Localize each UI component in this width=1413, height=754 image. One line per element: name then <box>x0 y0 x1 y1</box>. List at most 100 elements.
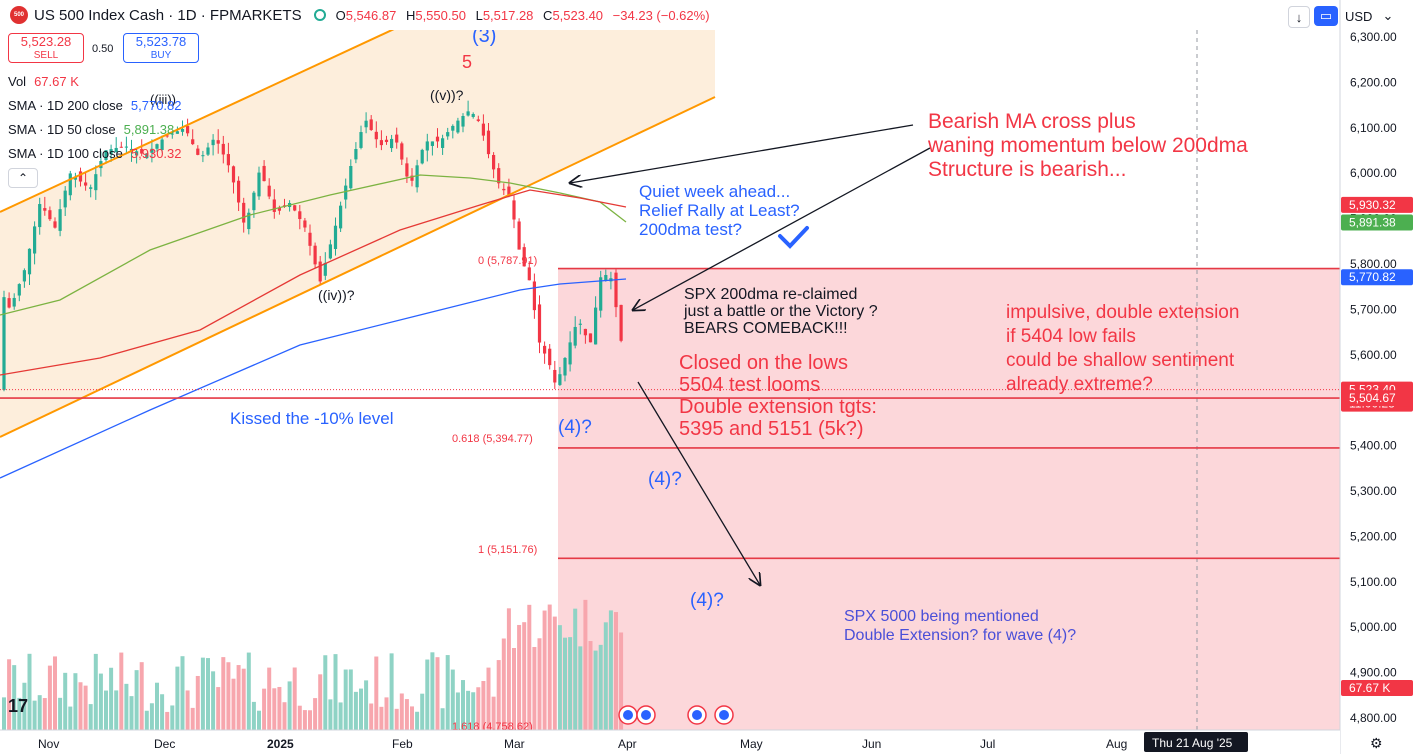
volume-bar <box>481 681 486 730</box>
y-tick-label: 6,100.00 <box>1350 121 1397 135</box>
candles <box>2 100 623 392</box>
crosshair-date-bg <box>1144 732 1248 752</box>
volume-bar <box>517 624 522 730</box>
sell-button[interactable]: 5,523.28 SELL <box>8 33 84 63</box>
candle-body <box>492 154 496 170</box>
candle-body <box>507 186 511 195</box>
volume-bar <box>384 697 389 730</box>
volume-bar <box>282 702 287 730</box>
candle-body <box>58 209 62 231</box>
legend-vol[interactable]: Vol 67.67 K <box>8 74 79 89</box>
volume-bar <box>608 610 613 730</box>
volume-bar <box>53 656 57 730</box>
wave-label: ((iii)) <box>150 92 176 107</box>
volume-bar <box>353 691 358 730</box>
volume-bar <box>155 682 159 730</box>
candle-body <box>12 297 16 307</box>
time-axis-bg <box>0 730 1340 754</box>
volume-bar <box>476 687 481 730</box>
volume-bar <box>257 710 261 730</box>
annotation-line: if 5404 low fails <box>1006 326 1136 347</box>
scroll-down-button[interactable]: ↓ <box>1288 6 1310 28</box>
fib-label: 1.618 (4,758.62) <box>452 721 533 733</box>
annotation-line: Structure is bearish... <box>928 158 1126 181</box>
volume-bar <box>216 687 221 730</box>
sma100-line <box>0 189 627 376</box>
candle-body <box>364 120 368 128</box>
candle-body <box>451 125 455 131</box>
candle-body <box>68 173 72 196</box>
volume-bar <box>124 683 129 730</box>
wave-label: ((iv))? <box>318 287 355 303</box>
volume-bar <box>63 672 68 730</box>
volume-bar <box>42 698 47 730</box>
volume-bar <box>440 708 445 730</box>
candle-body <box>578 323 582 325</box>
x-tick-label: Aug <box>1106 737 1127 751</box>
volume-bar <box>262 688 267 730</box>
annotation-line: Double extension tgts: <box>679 396 877 418</box>
chart-header: 500 US 500 Index Cash · 1D · FPMARKETS O… <box>0 0 1340 30</box>
candle-body <box>548 348 552 366</box>
symbol-title[interactable]: US 500 Index Cash · 1D · FPMARKETS <box>34 6 302 24</box>
candle-body <box>124 146 128 148</box>
buy-button[interactable]: 5,523.78 BUY <box>123 33 199 63</box>
candle-body <box>553 369 557 383</box>
volume-bar <box>614 612 618 730</box>
sma200-line <box>0 278 627 479</box>
candle-body <box>277 207 281 211</box>
candle-body <box>349 165 353 189</box>
candle-body <box>170 133 174 135</box>
volume-bar <box>180 656 185 730</box>
candle-body <box>17 284 21 296</box>
x-tick-label: Jun <box>862 737 881 751</box>
annotation-line: Bearish MA cross plus <box>928 110 1136 133</box>
candle-body <box>94 174 98 191</box>
candle-body <box>33 226 37 254</box>
annotation-note: Quiet week ahead... Relief Rally at Least… <box>639 182 800 239</box>
x-tick-label: Feb <box>392 737 413 751</box>
candle-body <box>43 208 47 211</box>
candle-body <box>84 182 88 186</box>
legend-sma100[interactable]: SMA · 1D 100 close 5,930.32 <box>8 146 182 161</box>
y-tick-label: 5,700.00 <box>1350 302 1397 316</box>
volume-bar <box>251 701 256 730</box>
annotation-line: already extreme? <box>1006 374 1153 395</box>
volume-bar <box>246 652 251 730</box>
fullscreen-button[interactable]: ▭ <box>1314 6 1338 26</box>
candle-body <box>441 138 445 148</box>
annotation-note: impulsive, double extension if 5404 low f… <box>1006 302 1239 395</box>
volume-bar <box>420 693 425 730</box>
x-tick-label: Mar <box>504 737 525 751</box>
volume-bar <box>557 625 562 730</box>
volume-bar <box>231 678 236 730</box>
annotation-line: Double Extension? for wave (4)? <box>844 627 1076 644</box>
volume-bar <box>32 700 37 730</box>
candle-body <box>231 166 236 183</box>
price-axis: 6,300.006,200.006,100.006,000.005,900.00… <box>1339 0 1413 754</box>
candle-body <box>563 357 567 376</box>
volume-bar <box>17 697 22 730</box>
volume-bar <box>190 707 195 730</box>
event-flag-dot <box>719 710 729 720</box>
candle-body <box>242 202 246 223</box>
settings-gear-icon: ⚙ <box>1370 735 1383 751</box>
legend-sma200[interactable]: SMA · 1D 200 close 5,770.82 <box>8 98 182 113</box>
candle-body <box>221 143 225 155</box>
wave-label: (4)? <box>690 590 724 611</box>
legend-sma50[interactable]: SMA · 1D 50 close 5,891.38 <box>8 122 175 137</box>
volume-bar <box>496 660 501 730</box>
currency-select[interactable]: USD ⌄ <box>1345 8 1394 24</box>
annotation-line: could be shallow sentiment <box>1006 350 1235 371</box>
volume-bar <box>359 688 363 730</box>
candle-body <box>313 245 317 265</box>
candle-body <box>471 113 475 117</box>
volume-bar <box>583 599 588 730</box>
collapse-legend-button[interactable]: ⌃ <box>8 168 38 188</box>
candle-body <box>395 134 399 143</box>
candle-body <box>410 175 414 181</box>
volume-bar <box>58 697 63 730</box>
volume-bar <box>435 657 440 730</box>
annotation-line: impulsive, double extension <box>1006 302 1239 323</box>
